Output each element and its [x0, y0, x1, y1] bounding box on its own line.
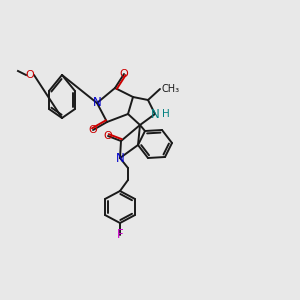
Text: N: N: [116, 152, 124, 164]
Text: H: H: [162, 109, 170, 119]
Text: O: O: [120, 69, 128, 79]
Text: O: O: [103, 131, 112, 141]
Text: N: N: [151, 107, 159, 121]
Text: CH₃: CH₃: [162, 84, 180, 94]
Text: O: O: [26, 70, 34, 80]
Text: O: O: [88, 125, 98, 135]
Text: N: N: [93, 97, 101, 110]
Text: F: F: [117, 229, 123, 242]
